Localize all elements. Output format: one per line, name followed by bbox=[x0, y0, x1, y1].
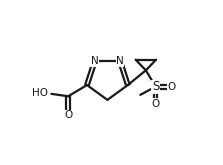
Text: S: S bbox=[152, 80, 159, 93]
Text: HO: HO bbox=[32, 88, 48, 98]
Text: O: O bbox=[151, 99, 160, 109]
Text: O: O bbox=[64, 110, 72, 120]
Text: N: N bbox=[91, 56, 99, 66]
Text: N: N bbox=[116, 56, 124, 66]
Text: O: O bbox=[167, 82, 176, 92]
